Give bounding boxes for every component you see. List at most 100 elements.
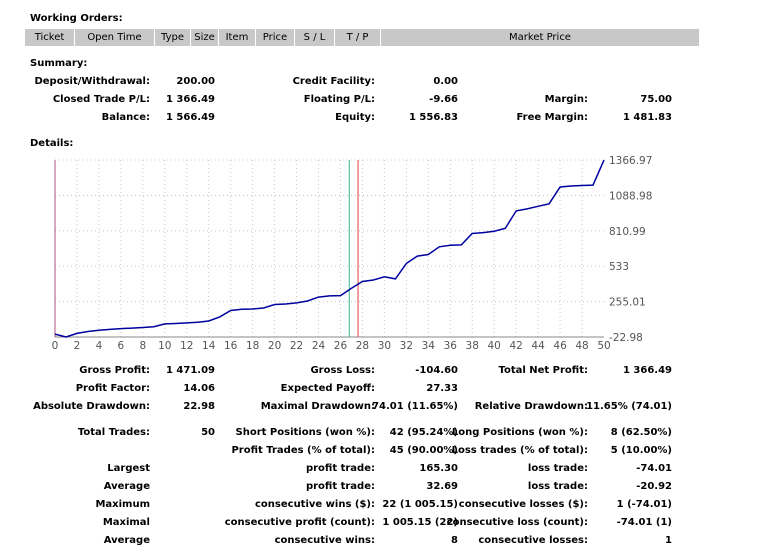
maximal-loss-label: consecutive loss (count): bbox=[446, 517, 588, 528]
floating-pl-label: Floating P/L: bbox=[303, 94, 375, 105]
col-sl[interactable]: S / L bbox=[295, 29, 335, 46]
profit-factor-label: Profit Factor: bbox=[75, 383, 150, 394]
y-tick-label: 810.99 bbox=[609, 226, 646, 238]
x-tick-label: 24 bbox=[312, 340, 326, 352]
x-tick-label: 18 bbox=[246, 340, 259, 352]
short-positions-value: 42 (95.24%) bbox=[389, 427, 458, 438]
working-orders-header: Ticket Open Time Type Size Item Price S … bbox=[25, 29, 699, 46]
y-tick-label: -22.98 bbox=[609, 332, 643, 344]
maximum-label: Maximum bbox=[95, 499, 150, 510]
gross-loss-value: -104.60 bbox=[415, 365, 458, 376]
average-loss-value: -20.92 bbox=[636, 481, 672, 492]
x-tick-label: 0 bbox=[52, 340, 59, 352]
credit-value: 0.00 bbox=[433, 76, 458, 87]
relative-drawdown-value: 11.65% (74.01) bbox=[586, 401, 672, 412]
balance-line bbox=[54, 159, 605, 338]
total-trades-value: 50 bbox=[201, 427, 215, 438]
free-margin-label: Free Margin: bbox=[516, 112, 588, 123]
avg-consecutive-losses-label: consecutive losses: bbox=[478, 535, 588, 546]
col-ticket[interactable]: Ticket bbox=[25, 29, 75, 46]
largest-loss-value: -74.01 bbox=[636, 463, 672, 474]
x-tick-label: 10 bbox=[158, 340, 171, 352]
max-consecutive-losses-label: consecutive losses ($): bbox=[458, 499, 588, 510]
working-orders-title: Working Orders: bbox=[30, 13, 123, 24]
equity-label: Equity: bbox=[335, 112, 375, 123]
largest-label: Largest bbox=[107, 463, 150, 474]
col-type[interactable]: Type bbox=[155, 29, 191, 46]
free-margin-value: 1 481.83 bbox=[622, 112, 672, 123]
absolute-drawdown-value: 22.98 bbox=[183, 401, 215, 412]
profit-trades-value: 45 (90.00%) bbox=[389, 445, 458, 456]
balance-value: 1 566.49 bbox=[165, 112, 215, 123]
absolute-drawdown-label: Absolute Drawdown: bbox=[33, 401, 150, 412]
col-price[interactable]: Price bbox=[256, 29, 295, 46]
loss-trades-value: 5 (10.00%) bbox=[610, 445, 672, 456]
col-tp[interactable]: T / P bbox=[335, 29, 381, 46]
x-tick-label: 42 bbox=[509, 340, 522, 352]
long-positions-value: 8 (62.50%) bbox=[610, 427, 672, 438]
floating-pl-value: -9.66 bbox=[429, 94, 458, 105]
x-tick-label: 36 bbox=[444, 340, 458, 352]
avg-consecutive-wins-value: 8 bbox=[451, 535, 458, 546]
short-positions-label: Short Positions (won %): bbox=[235, 427, 375, 438]
long-positions-label: Long Positions (won %): bbox=[451, 427, 588, 438]
expected-payoff-label: Expected Payoff: bbox=[280, 383, 375, 394]
x-tick-label: 48 bbox=[575, 340, 588, 352]
deposit-value: 200.00 bbox=[176, 76, 215, 87]
profit-factor-value: 14.06 bbox=[183, 383, 215, 394]
x-tick-label: 8 bbox=[139, 340, 146, 352]
x-tick-label: 4 bbox=[96, 340, 103, 352]
total-net-value: 1 366.49 bbox=[622, 365, 672, 376]
average2-label: Average bbox=[103, 535, 150, 546]
expected-payoff-value: 27.33 bbox=[426, 383, 458, 394]
x-tick-label: 12 bbox=[180, 340, 193, 352]
x-tick-label: 30 bbox=[378, 340, 391, 352]
profit-trades-label: Profit Trades (% of total): bbox=[231, 445, 375, 456]
x-tick-label: 16 bbox=[224, 340, 238, 352]
max-consecutive-wins-label: consecutive wins ($): bbox=[254, 499, 375, 510]
y-tick-label: 1088.98 bbox=[609, 190, 652, 202]
maximal-drawdown-label: Maximal Drawdown: bbox=[260, 401, 375, 412]
margin-label: Margin: bbox=[544, 94, 588, 105]
credit-label: Credit Facility: bbox=[292, 76, 375, 87]
max-consecutive-losses-value: 1 (-74.01) bbox=[616, 499, 672, 510]
x-tick-label: 14 bbox=[202, 340, 216, 352]
average-loss-label: loss trade: bbox=[527, 481, 588, 492]
x-tick-label: 20 bbox=[268, 340, 281, 352]
y-tick-label: 1366.97 bbox=[609, 155, 652, 167]
largest-loss-label: loss trade: bbox=[527, 463, 588, 474]
x-tick-label: 22 bbox=[290, 340, 303, 352]
y-tick-label: 533 bbox=[609, 261, 629, 273]
details-title: Details: bbox=[30, 138, 74, 149]
balance-label: Balance: bbox=[101, 112, 150, 123]
closed-pl-label: Closed Trade P/L: bbox=[52, 94, 150, 105]
x-tick-label: 6 bbox=[118, 340, 125, 352]
x-tick-label: 28 bbox=[356, 340, 369, 352]
loss-trades-label: Loss trades (% of total): bbox=[451, 445, 588, 456]
average-profit-label: profit trade: bbox=[305, 481, 375, 492]
col-size[interactable]: Size bbox=[191, 29, 219, 46]
average-profit-value: 32.69 bbox=[426, 481, 458, 492]
x-tick-label: 34 bbox=[422, 340, 436, 352]
col-open-time[interactable]: Open Time bbox=[75, 29, 155, 46]
closed-pl-value: 1 366.49 bbox=[165, 94, 215, 105]
x-tick-label: 38 bbox=[466, 340, 479, 352]
balance-chart: 0 2 4 6 8 10 12 14 16 18 20 22 24 26 28 30 32 34 36 38 40 42 4… bbox=[52, 155, 653, 352]
maximal-drawdown-value: 74.01 (11.65%) bbox=[372, 401, 458, 412]
col-market-price[interactable]: Market Price bbox=[509, 32, 571, 43]
maximal-loss-value: -74.01 (1) bbox=[616, 517, 672, 528]
x-tick-label: 44 bbox=[531, 340, 545, 352]
avg-consecutive-losses-value: 1 bbox=[665, 535, 672, 546]
x-tick-label: 26 bbox=[334, 340, 348, 352]
maximal-label: Maximal bbox=[102, 517, 150, 528]
y-tick-label: 255.01 bbox=[609, 297, 646, 309]
maximal-profit-label: consecutive profit (count): bbox=[224, 517, 375, 528]
largest-profit-value: 165.30 bbox=[419, 463, 458, 474]
gross-profit-label: Gross Profit: bbox=[79, 365, 150, 376]
col-item[interactable]: Item bbox=[219, 29, 256, 46]
x-tick-label: 40 bbox=[488, 340, 501, 352]
x-tick-label: 32 bbox=[400, 340, 413, 352]
x-tick-label: 2 bbox=[74, 340, 81, 352]
x-tick-label: 46 bbox=[553, 340, 567, 352]
deposit-label: Deposit/Withdrawal: bbox=[34, 76, 150, 87]
